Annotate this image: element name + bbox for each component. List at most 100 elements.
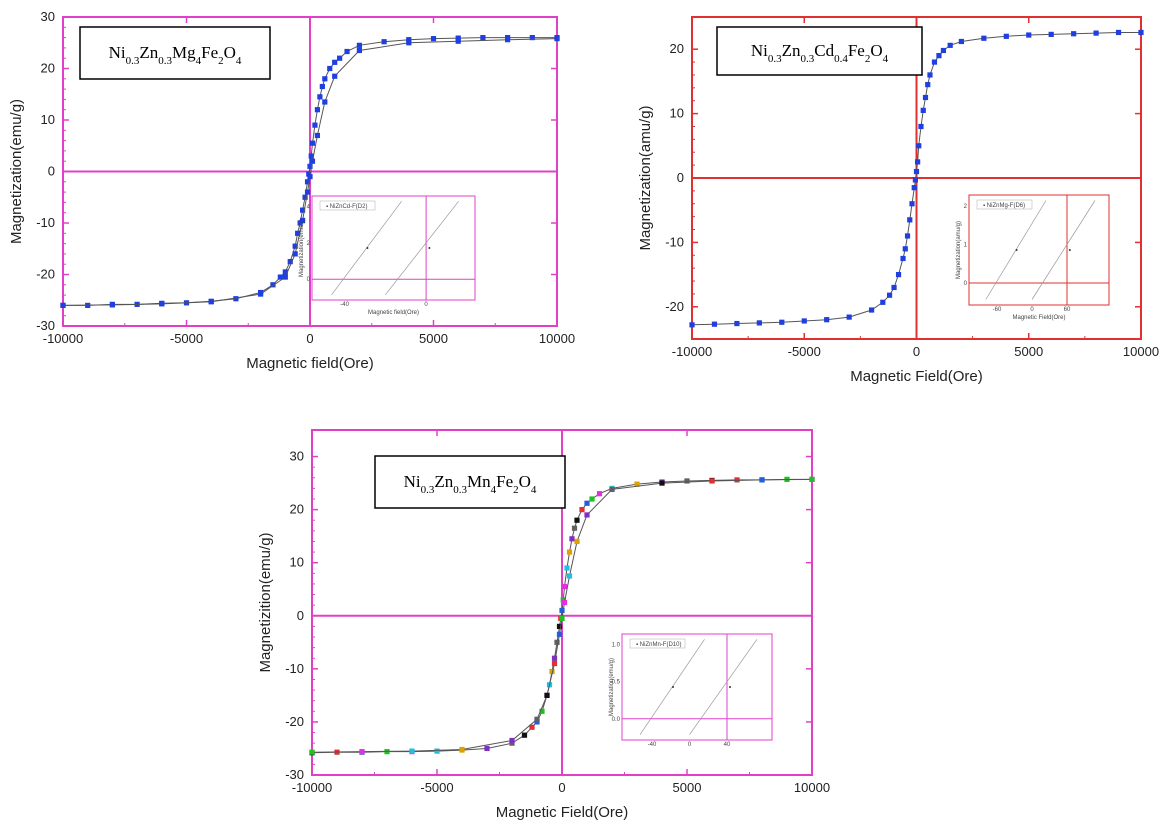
data-point (927, 72, 933, 78)
data-point (309, 158, 316, 164)
data-point (734, 320, 740, 327)
formula-element: O (224, 43, 236, 62)
data-point (319, 83, 325, 90)
data-point (307, 174, 313, 180)
inset-frame (621, 633, 773, 741)
formula-element: Fe (848, 41, 865, 60)
data-point (455, 35, 461, 41)
chart-mn-ferrite: -10000 -5000 0 5000 10000-30-20-100102030Mag… (257, 429, 830, 821)
formula-box (79, 26, 271, 80)
x-tick-label: 5000 (419, 331, 448, 346)
data-point (406, 40, 412, 46)
data-point (566, 573, 573, 579)
data-point (307, 163, 313, 169)
data-point (902, 246, 908, 252)
formula-box (716, 26, 923, 76)
inset-x-tick-label: -40 (648, 742, 657, 748)
y-tick-label: -20 (665, 299, 684, 314)
data-point (579, 507, 585, 513)
inset-point (1015, 249, 1018, 251)
inset-y-tick-label: 0 (307, 277, 311, 283)
data-point (409, 748, 415, 754)
formula-label: Ni0.3Zn0.3Cd0.4Fe2O4 (751, 41, 889, 65)
formula-element: Ni (751, 41, 768, 60)
data-point (299, 207, 306, 213)
x-tick-label: 0 (558, 780, 565, 795)
x-tick-label: 5000 (1014, 344, 1043, 359)
x-tick-label: -5000 (170, 331, 203, 346)
data-point (304, 179, 311, 185)
inset-y-tick-label: 0 (964, 281, 968, 287)
inset-x-tick-label: 0 (688, 742, 692, 748)
data-point (282, 269, 288, 275)
data-point (509, 737, 515, 744)
data-point (233, 296, 239, 302)
data-point (909, 201, 915, 207)
data-point (801, 318, 807, 324)
data-point (559, 615, 565, 622)
data-point (912, 177, 918, 183)
inset-x-tick-label: -40 (340, 302, 349, 308)
formula-element: O (519, 472, 531, 491)
chart-cd-ferrite: -10000 -5000 0 5000 10000-20-1001020Magnetic… (637, 16, 1159, 385)
data-point (561, 583, 568, 590)
y-tick-label: -10 (36, 215, 55, 230)
y-tick-label: -20 (36, 267, 55, 282)
data-point (900, 255, 906, 262)
data-point (60, 302, 66, 308)
y-axis-title: Magnetizition(emu/g) (257, 532, 274, 672)
inset-y-tick-label: 0.0 (612, 717, 621, 723)
y-tick-label: 0 (297, 608, 304, 623)
data-point (560, 597, 566, 603)
formula-subscript: 0.3 (421, 484, 435, 496)
data-point (529, 35, 535, 41)
data-point (344, 48, 350, 55)
inset-x-label: Magnetic field(Ore) (368, 310, 419, 316)
formula-box (374, 455, 566, 509)
x-tick-label: -10000 (43, 331, 83, 346)
data-point (312, 122, 318, 128)
inset-branch-down (1031, 200, 1096, 300)
data-point (459, 746, 465, 753)
data-point (277, 274, 283, 280)
data-point (317, 94, 323, 100)
formula-subscript: 4 (236, 55, 242, 67)
data-point (561, 599, 568, 606)
data-point (309, 140, 316, 146)
formula-subscript: 0.3 (801, 53, 815, 65)
data-point (258, 291, 264, 297)
data-point (904, 233, 911, 239)
data-point (922, 94, 929, 101)
x-tick-label: 0 (306, 331, 313, 346)
inset-branch-down (689, 639, 758, 735)
formula-element: Zn (434, 472, 453, 491)
inset-point (366, 247, 369, 249)
data-point (299, 217, 306, 224)
y-tick-label: -10 (665, 234, 684, 249)
data-point (574, 538, 580, 545)
data-point (356, 47, 362, 54)
data-point (931, 59, 938, 65)
data-point (270, 282, 276, 288)
data-point (907, 217, 913, 223)
formula-subscript: 0.3 (453, 484, 467, 496)
data-point (779, 319, 785, 325)
chart-mg-ferrite: -10000 -5000 0 5000 10000-30-20-100102030Mag… (8, 9, 575, 372)
inset-point (428, 247, 431, 249)
data-point (609, 486, 615, 493)
data-point (709, 478, 715, 484)
data-point (1026, 32, 1032, 38)
data-point (292, 251, 298, 257)
y-axis-title: Magnetization(amu/g) (637, 105, 654, 250)
data-point (1048, 31, 1054, 37)
inset-y-tick-label: 4 (307, 204, 311, 210)
data-point (554, 36, 560, 42)
y-tick-label: 10 (670, 106, 684, 121)
inset-legend-box (319, 200, 376, 211)
y-tick-label: -10 (285, 661, 304, 676)
formula-element: O (870, 41, 882, 60)
x-tick-label: -10000 (672, 344, 712, 359)
data-point (539, 708, 545, 714)
x-tick-label: 10000 (539, 331, 575, 346)
data-point (1071, 31, 1077, 37)
